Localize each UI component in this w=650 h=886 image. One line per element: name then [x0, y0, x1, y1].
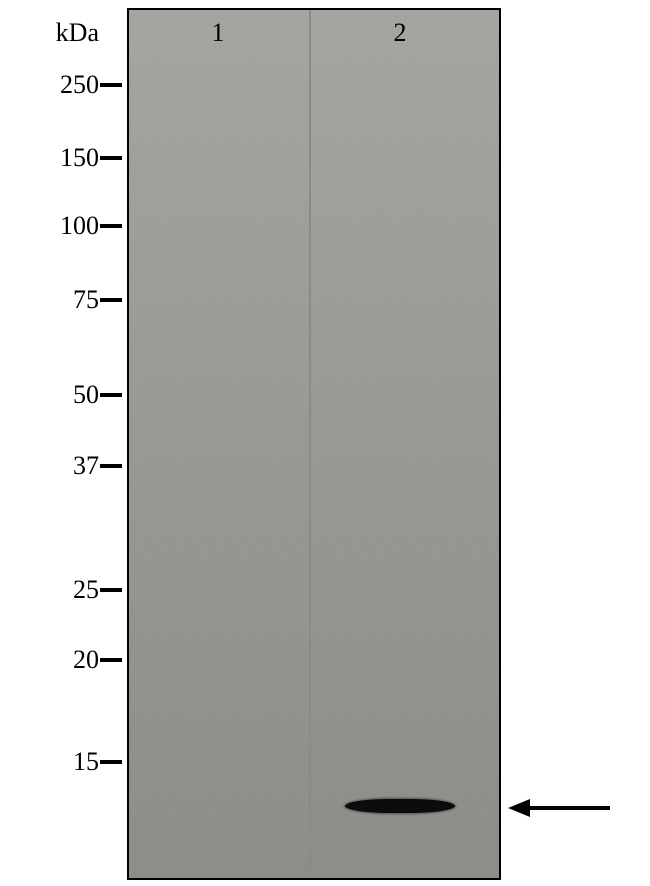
- y-tick-mark: [100, 464, 122, 468]
- y-tick-label: 75: [19, 285, 99, 315]
- lane-divider: [309, 10, 311, 878]
- blot-membrane: [127, 8, 501, 880]
- y-tick-mark: [100, 760, 122, 764]
- y-axis-unit-label: kDa: [19, 18, 99, 48]
- y-tick-label: 20: [19, 645, 99, 675]
- y-tick-label: 100: [19, 211, 99, 241]
- lane-label: 2: [394, 18, 407, 48]
- y-tick-mark: [100, 393, 122, 397]
- y-tick-label: 250: [19, 70, 99, 100]
- western-blot-figure: kDa 250 150 100 75 50 37 25 20 15 1 2: [0, 0, 650, 886]
- y-tick-mark: [100, 658, 122, 662]
- y-tick-label: 150: [19, 143, 99, 173]
- y-tick-mark: [100, 156, 122, 160]
- membrane-noise: [129, 10, 499, 878]
- y-tick-mark: [100, 588, 122, 592]
- protein-band: [345, 799, 455, 813]
- y-tick-label: 37: [19, 451, 99, 481]
- band-arrow-icon: [484, 788, 612, 828]
- lane-label: 1: [212, 18, 225, 48]
- y-tick-mark: [100, 224, 122, 228]
- y-tick-mark: [100, 83, 122, 87]
- y-tick-label: 25: [19, 575, 99, 605]
- y-tick-label: 50: [19, 380, 99, 410]
- y-tick-label: 15: [19, 747, 99, 777]
- y-tick-mark: [100, 298, 122, 302]
